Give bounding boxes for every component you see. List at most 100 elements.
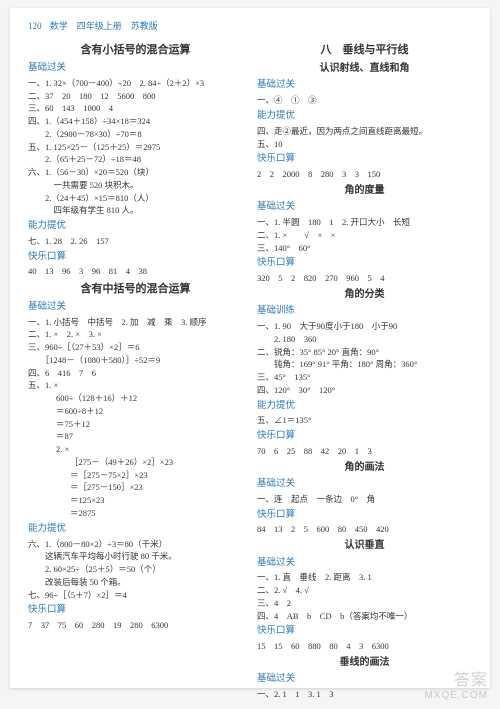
text-line: 改装后每装 50 个箱。 <box>28 576 243 589</box>
left-basic2-heading: 基础过关 <box>28 301 243 315</box>
text-line: ＝2875 <box>70 507 243 520</box>
text-line: 三、960÷［（27＋53）×2］＝6 <box>28 341 243 354</box>
left-title-1: 含有小括号的混合运算 <box>28 43 243 59</box>
text-line: 一、1. 小括号 中括号 2. 加 减 乘 3. 顺序 <box>28 316 243 329</box>
text-line: 一共需要 520 块积木。 <box>28 179 243 192</box>
text-line: ＝87 <box>56 430 243 443</box>
text-line: 四、1.（454＋158）÷34×18＝324 <box>28 115 243 128</box>
text-line: 2. 180 360 <box>257 333 472 346</box>
course-label: 数学 四年级上册 苏教版 <box>50 21 158 31</box>
text-line: 钝角：169° 91° 平角：180° 周角：360° <box>257 358 472 371</box>
left-ability2-heading: 能力提优 <box>28 523 243 537</box>
text-line: 2.（24＋45）×15＝810（人） <box>28 192 243 205</box>
text-line: ＝125×23 <box>70 494 243 507</box>
text-line: 一、1. 32×（700－400）÷20 2. 84÷（2＋2）×3 <box>28 77 243 90</box>
r-train3-heading: 基础训练 <box>257 305 472 319</box>
calc-block-1: 600÷（128＋16）＋12＝600÷8＋12＝75＋12＝87 <box>28 392 243 443</box>
text-line: ［1248－（1080＋580）］÷52＝9 <box>28 354 243 367</box>
page-container: 120 数学 四年级上册 苏教版 含有小括号的混合运算 基础过关 一、1. 32… <box>10 8 490 688</box>
r-basic4-heading: 基础过关 <box>257 478 472 492</box>
right-big-title: 八 垂线与平行线 <box>257 43 472 59</box>
page-header: 120 数学 四年级上册 苏教版 <box>28 20 472 33</box>
watermark-small: MXQE.COM <box>424 690 488 701</box>
text-line: 600÷（128＋16）＋12 <box>56 392 243 405</box>
text-line: 五、1. 125×25－（125＋25）＝2975 <box>28 141 243 154</box>
left-basic2-lines: 一、1. 小括号 中括号 2. 加 减 乘 3. 顺序二、1. × 2. × 3… <box>28 316 243 393</box>
text-line: 五、10 <box>257 138 472 151</box>
text-line: 四年级有学生 810 人。 <box>28 204 243 217</box>
r-basic5-heading: 基础过关 <box>257 557 472 571</box>
text-line: ［275－（49＋26）×2］×23 <box>70 456 243 469</box>
text-line: 2. × <box>28 443 243 456</box>
columns: 含有小括号的混合运算 基础过关 一、1. 32×（700－400）÷20 2. … <box>28 39 472 701</box>
text-line: 15 15 60 880 80 4 3 6300 <box>257 640 472 653</box>
r-ability3-heading: 能力提优 <box>257 400 472 414</box>
sub-title-6: 垂线的画法 <box>257 656 472 671</box>
text-line: 四、120° 30° 120° <box>257 384 472 397</box>
text-line: 六、1.（56－30）×20＝520（块） <box>28 166 243 179</box>
text-line: 二、37 20 180 12 5600 800 <box>28 90 243 103</box>
text-line: 一、④ ① ③ <box>257 94 472 107</box>
text-line: 2. 60×25÷（25＋5）＝50（个） <box>28 563 243 576</box>
page-number: 120 <box>28 21 42 31</box>
text-line: ＝600÷8＋12 <box>56 405 243 418</box>
text-line: 七、96÷［（5＋7）×2］＝4 <box>28 589 243 602</box>
sub-title-4: 角的画法 <box>257 461 472 476</box>
text-line: 六、1.（800－80×2）÷3＝80（千米） <box>28 538 243 551</box>
text-line: 70 6 25 88 42 20 1 3 <box>257 445 472 458</box>
left-kousuan1-heading: 快乐口算 <box>28 251 243 265</box>
text-line: 2.（65＋25－72）÷18＝48 <box>28 153 243 166</box>
text-line: ＝75＋12 <box>56 418 243 431</box>
r-ability1-heading: 能力提优 <box>257 110 472 124</box>
left-title-2: 含有中括号的混合运算 <box>28 282 243 298</box>
text-line: 二、2. √ 4. √ <box>257 584 472 597</box>
sub-title-1: 认识射线、直线和角 <box>257 62 472 77</box>
r-kousuan5-heading: 快乐口算 <box>257 625 472 639</box>
text-line: 四、4 AB b CD b（答案均不唯一） <box>257 610 472 623</box>
r-kousuan1-heading: 快乐口算 <box>257 153 472 167</box>
text-line: 七、1. 28 2. 26 157 <box>28 235 243 248</box>
text-line: 2.（2900－78×30）÷70＝8 <box>28 128 243 141</box>
left-column: 含有小括号的混合运算 基础过关 一、1. 32×（700－400）÷20 2. … <box>28 39 243 701</box>
watermark: 答案 MXQE.COM <box>424 672 488 701</box>
text-line: 84 13 2 5 600 80 450 420 <box>257 523 472 536</box>
left-ability-heading: 能力提优 <box>28 220 243 234</box>
text-line: 一、1. 90 大于90度小于180 小于90 <box>257 320 472 333</box>
sub-title-3: 角的分类 <box>257 288 472 303</box>
text-line: ＝［275－150］×23 <box>70 481 243 494</box>
text-line: 7 37 75 60 280 19 280 6300 <box>28 619 243 632</box>
text-line: 一、1. 半圆 180 1 2. 开口大小 长短 <box>257 216 472 229</box>
text-line: 三、60 143 1000 4 <box>28 102 243 115</box>
calc-block-2: ［275－（49＋26）×2］×23＝［275－75×2］×23＝［275－15… <box>28 456 243 520</box>
text-line: 40 13 96 3 96 81 4 38 <box>28 265 243 278</box>
sub-title-5: 认识垂直 <box>257 539 472 554</box>
watermark-big: 答案 <box>454 672 488 689</box>
text-line: 320 5 2 820 270 960 5 4 <box>257 272 472 285</box>
text-line: 三、45° 135° <box>257 371 472 384</box>
left-ability2-lines: 六、1.（800－80×2）÷3＝80（千米） 这辆汽车平均每小时行驶 80 千… <box>28 538 243 602</box>
text-line: 一、连 起点 一条边 0° 角 <box>257 493 472 506</box>
r-kousuan4-heading: 快乐口算 <box>257 509 472 523</box>
text-line: 一、1. 直 垂线 2. 距离 3. 1 <box>257 571 472 584</box>
text-line: 二、1. × 2. × 3. × <box>28 328 243 341</box>
sub-title-2: 角的度量 <box>257 184 472 199</box>
left-kousuan2-heading: 快乐口算 <box>28 604 243 618</box>
text-line: 二、锐角：35° 85° 20° 直角：90° <box>257 346 472 359</box>
left-basic-heading: 基础过关 <box>28 62 243 76</box>
r-kousuan2-heading: 快乐口算 <box>257 257 472 271</box>
text-line: 四、6 416 7 6 <box>28 367 243 380</box>
text-line: 五、1. × <box>28 379 243 392</box>
text-line: 四、走②最近，因为两点之间直线距离最短。 <box>257 125 472 138</box>
text-line: 三、4 2 <box>257 597 472 610</box>
text-line: 二、1. × √ × × <box>257 229 472 242</box>
r-basic5-lines: 一、1. 直 垂线 2. 距离 3. 1二、2. √ 4. √三、4 2四、4 … <box>257 571 472 622</box>
text-line: ＝［275－75×2］×23 <box>70 469 243 482</box>
r-basic1-heading: 基础过关 <box>257 79 472 93</box>
text-line: 这辆汽车平均每小时行驶 80 千米。 <box>28 550 243 563</box>
right-column: 八 垂线与平行线 认识射线、直线和角 基础过关 一、④ ① ③ 能力提优 四、走… <box>257 39 472 701</box>
text-line: 三、140° 60° <box>257 242 472 255</box>
text-line: 五、∠1＝135° <box>257 414 472 427</box>
r-kousuan3-heading: 快乐口算 <box>257 430 472 444</box>
r-train3-lines: 一、1. 90 大于90度小于180 小于90 2. 180 360二、锐角：3… <box>257 320 472 397</box>
text-line: 2 2 2000 8 280 3 3 150 <box>257 168 472 181</box>
